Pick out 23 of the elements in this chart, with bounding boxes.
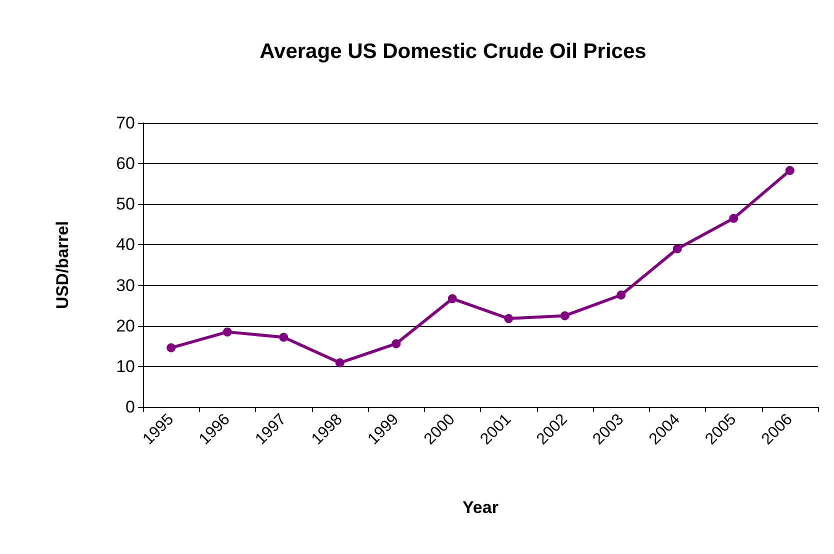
y-tick-label: 40: [116, 235, 135, 254]
point: [729, 214, 738, 223]
point: [166, 343, 176, 352]
point: [616, 290, 626, 300]
point: [560, 311, 570, 320]
y-tick-label: 70: [116, 114, 135, 132]
point: [222, 327, 232, 336]
point: [672, 244, 682, 254]
y-tick-label: 60: [116, 154, 135, 174]
point: [335, 358, 344, 368]
chart-title: Average US Domestic Crude Oil Prices: [260, 40, 646, 63]
point: [504, 314, 514, 324]
x-axis-title: Year: [462, 498, 499, 517]
point: [785, 166, 794, 175]
y-tick-label: 30: [116, 276, 135, 295]
y-axis-title: USD/barrel: [53, 221, 72, 309]
point: [279, 332, 288, 342]
y-tick-label: 50: [116, 194, 135, 214]
y-tick-label: 10: [116, 356, 135, 376]
y-tick-label: 0: [126, 398, 135, 416]
y-tick-label: 20: [116, 316, 135, 336]
point: [448, 294, 457, 304]
point: [392, 339, 401, 348]
